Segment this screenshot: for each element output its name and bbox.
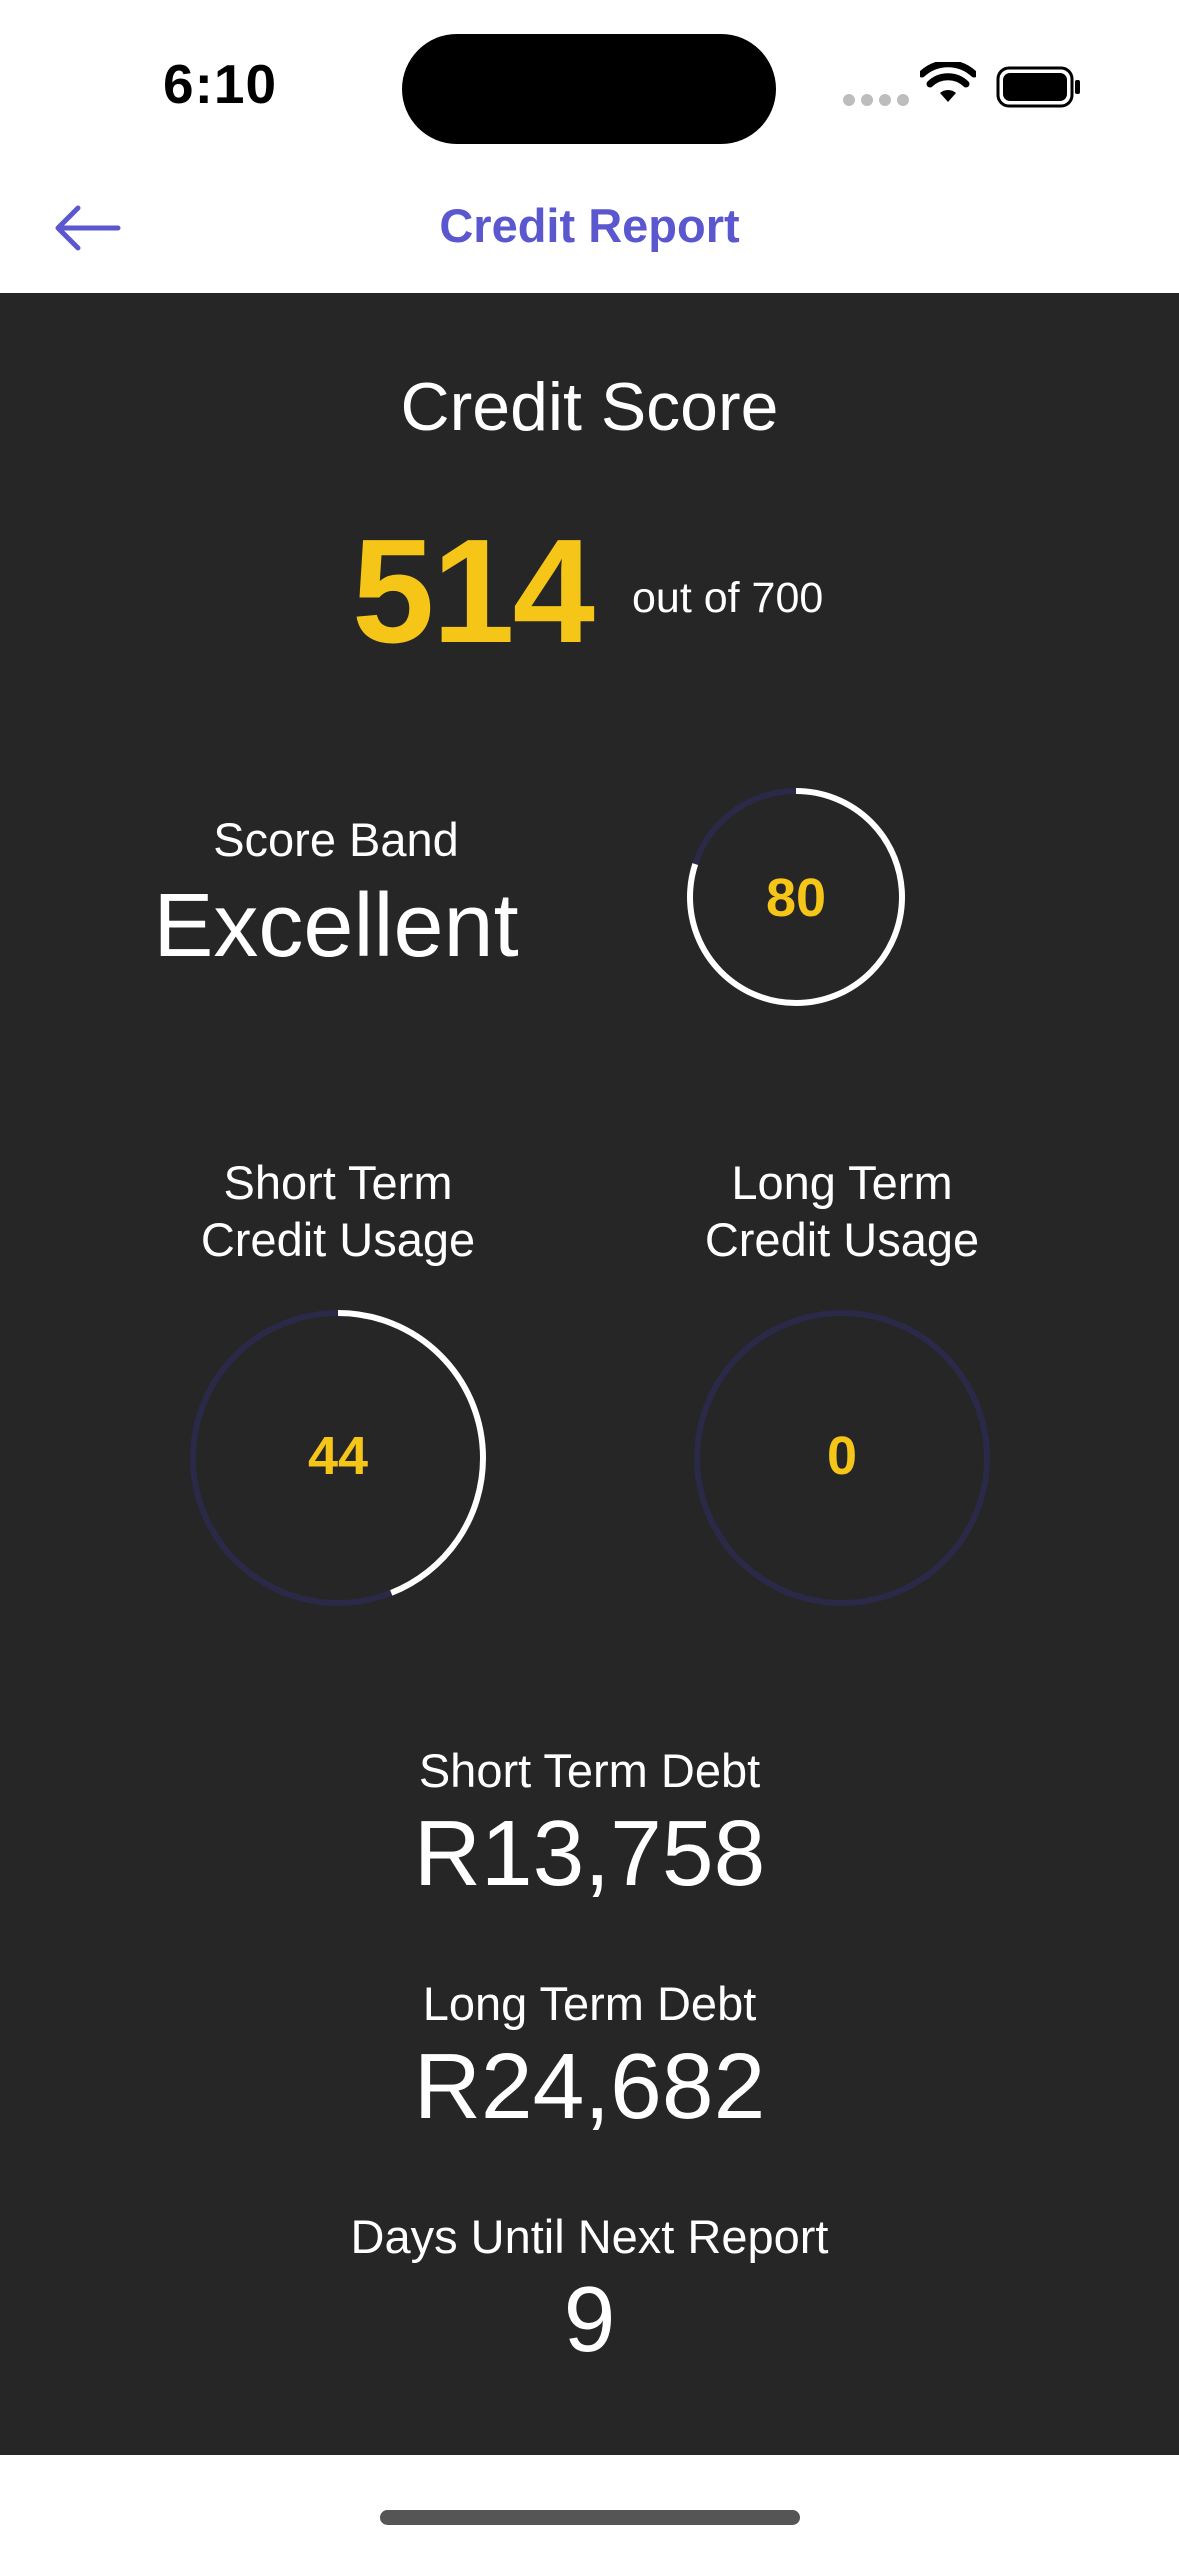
short-term-usage-gauge	[190, 1310, 486, 1606]
long-term-usage-label-line2: Credit Usage	[704, 1213, 980, 1266]
status-time: 6:10	[163, 53, 278, 115]
next-report-label: Days Until Next Report	[350, 2210, 829, 2263]
home-indicator-area	[0, 2455, 1179, 2556]
long-term-debt-label: Long Term Debt	[422, 1977, 757, 2030]
short-term-usage-label: Short Term Credit Usage	[128, 1154, 548, 1268]
back-arrow-icon[interactable]	[48, 198, 128, 258]
long-term-usage-gauge-track	[694, 1310, 990, 1606]
credit-report-panel	[0, 293, 1179, 2455]
short-term-usage-label-line1: Short Term	[223, 1156, 453, 1209]
long-term-usage-gauge	[694, 1310, 990, 1606]
short-term-debt-value: R13,758	[413, 1801, 766, 1905]
score-band-label: Score Band	[213, 813, 459, 866]
page-title: Credit Report	[439, 199, 740, 252]
home-indicator[interactable]	[380, 2510, 800, 2525]
long-term-usage-value: 0	[826, 1426, 858, 1486]
credit-score-heading: Credit Score	[400, 369, 779, 445]
long-term-usage-label-line1: Long Term	[731, 1156, 953, 1209]
long-term-usage-label: Long Term Credit Usage	[632, 1154, 1052, 1268]
long-term-debt-value: R24,682	[413, 2034, 766, 2138]
credit-score-value: 514	[352, 509, 595, 674]
wifi-icon	[920, 62, 976, 102]
score-band-gauge-progress	[687, 788, 905, 1006]
cellular-signal-icon	[843, 93, 915, 111]
score-band-value: Excellent	[153, 876, 519, 976]
short-term-usage-value: 44	[307, 1426, 369, 1486]
score-band-gauge	[687, 788, 905, 1006]
dynamic-island	[402, 34, 776, 144]
navigation-bar	[0, 170, 1179, 293]
credit-score-max: out of 700	[632, 574, 824, 622]
short-term-usage-label-line2: Credit Usage	[200, 1213, 476, 1266]
short-term-usage-gauge-progress	[190, 1310, 486, 1606]
short-term-debt-label: Short Term Debt	[418, 1744, 761, 1797]
next-report-days-value: 9	[563, 2267, 616, 2371]
battery-icon	[996, 66, 1080, 108]
score-band-gauge-value: 80	[765, 868, 827, 928]
